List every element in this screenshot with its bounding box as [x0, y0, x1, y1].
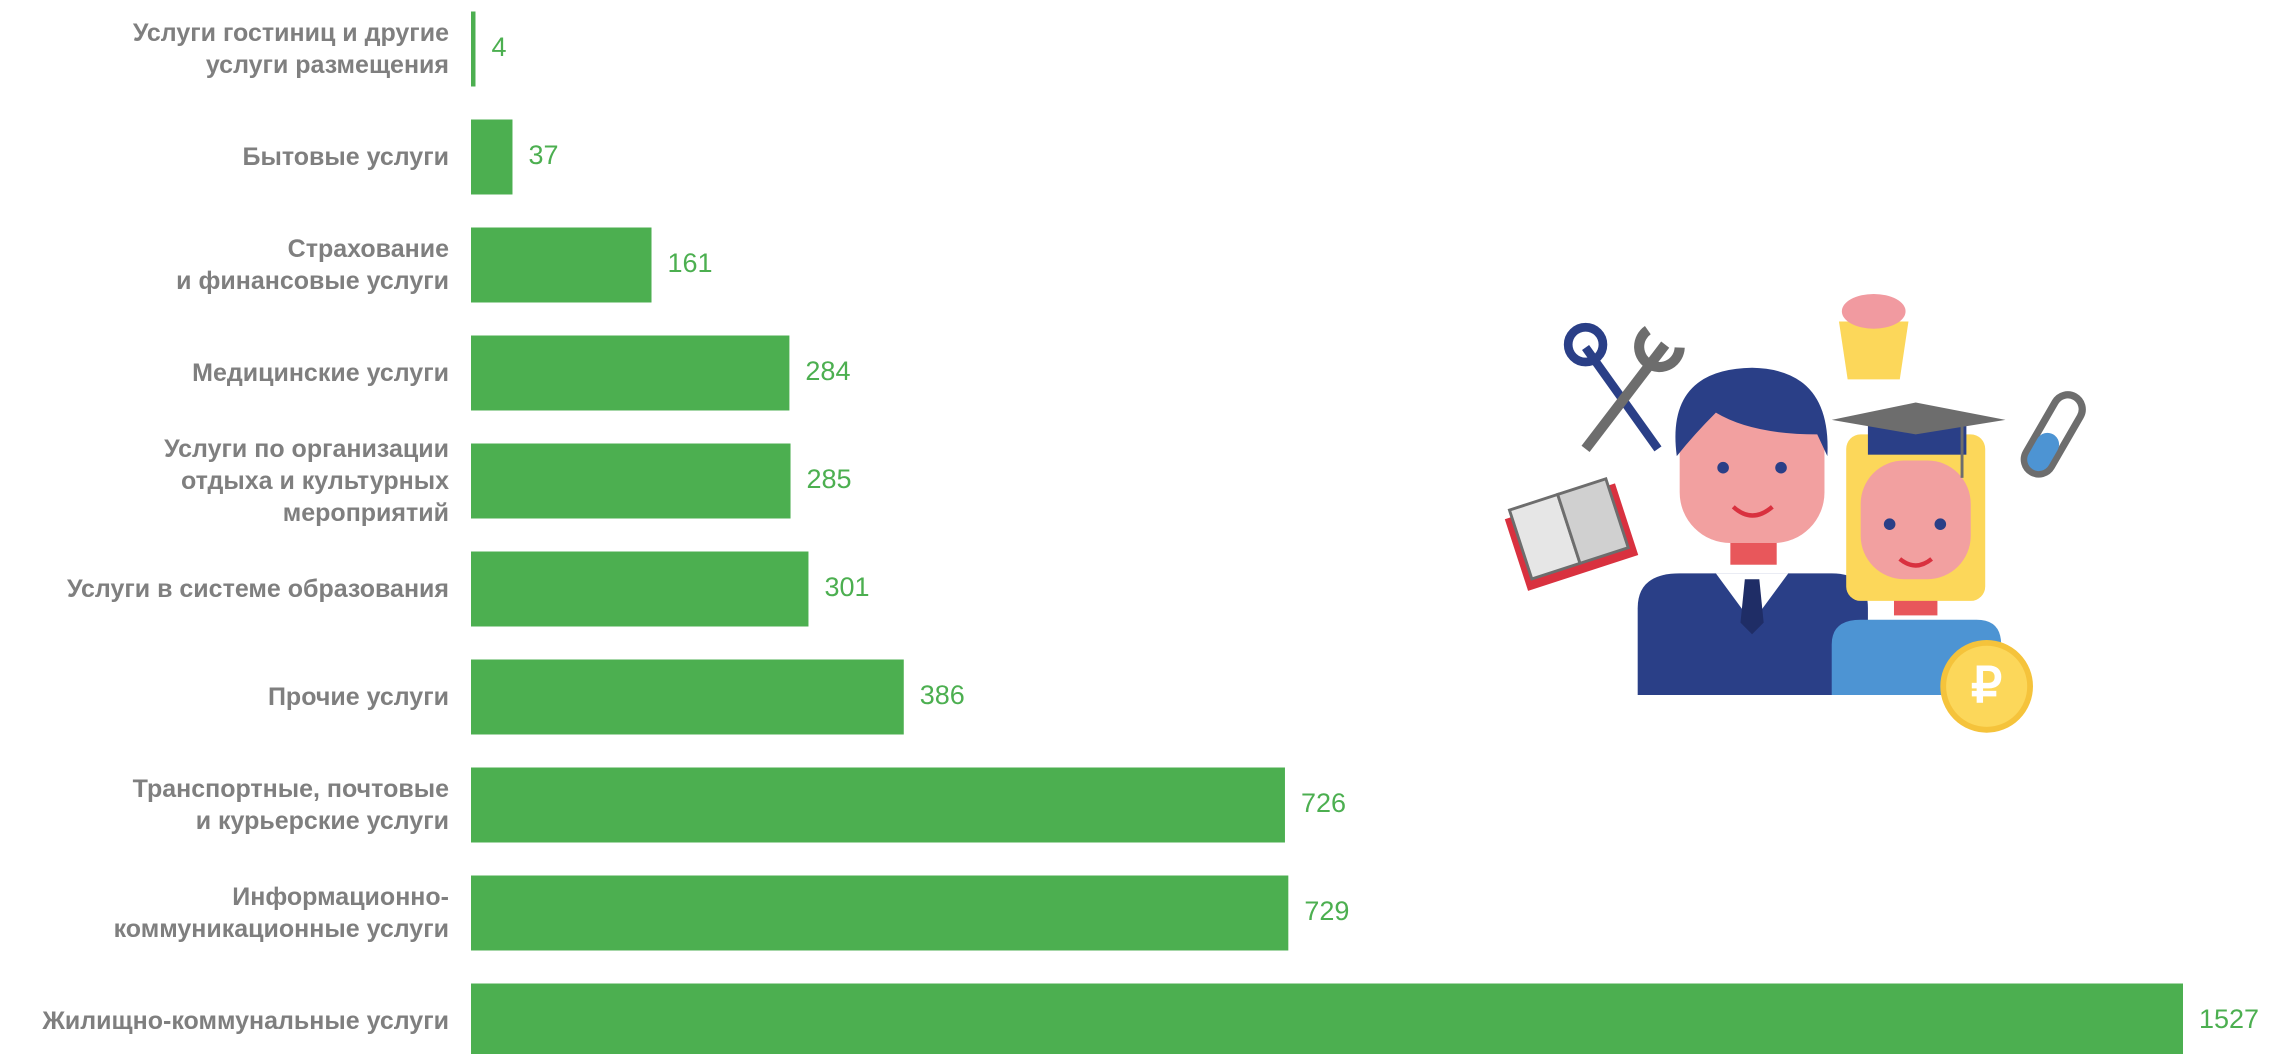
cap-top [1831, 402, 2006, 435]
value-label: 726 [1301, 788, 1346, 818]
category-label: Транспортные, почтовые и курьерские услу… [132, 775, 449, 835]
category-label: Бытовые услуги [242, 143, 450, 171]
value-label: 161 [668, 248, 713, 278]
value-label: 285 [807, 464, 852, 494]
value-label: 1527 [2199, 1004, 2259, 1034]
man-eye [1717, 461, 1729, 474]
category-label: Услуги гостиниц и другие услуги размещен… [132, 19, 449, 79]
test-tube [2020, 391, 2086, 478]
cupcake-cup [1838, 321, 1909, 380]
value-label: 729 [1304, 896, 1349, 926]
woman-face [1860, 460, 1971, 580]
value-label: 284 [805, 356, 850, 386]
coin [1940, 640, 2033, 733]
man-tie [1740, 579, 1764, 635]
category-label: Информационно- коммуникационные услуги [113, 883, 449, 943]
bar [471, 11, 476, 87]
woman-smile [1898, 557, 1934, 568]
category-label: Жилищно-коммунальные услуги [42, 1007, 449, 1035]
category-label: Услуги в системе образования [67, 575, 449, 603]
bar [471, 551, 809, 627]
illustration: ₽ [1504, 293, 2086, 733]
category-label: Медицинские услуги [192, 359, 449, 387]
value-label: 37 [528, 140, 558, 170]
woman-eye [1934, 518, 1947, 530]
book [1504, 476, 1639, 591]
value-label: 4 [491, 32, 506, 62]
man-body [1637, 573, 1868, 696]
man-eye [1775, 461, 1787, 474]
value-label: 386 [920, 680, 965, 710]
category-label: Страхование и финансовые услуги [176, 235, 449, 295]
woman-eye [1883, 518, 1896, 530]
category-label: Услуги по организации отдыха и культурны… [164, 435, 449, 527]
category-label: Прочие услуги [267, 683, 449, 711]
value-label: 301 [824, 572, 869, 602]
bar [471, 227, 652, 303]
cupcake-cream [1841, 293, 1906, 329]
bar [471, 119, 513, 195]
bars: 4 37 161 284 285 301 386 726 729 1527 [471, 11, 2259, 1054]
bar [471, 443, 791, 519]
bar [471, 335, 790, 411]
bar [471, 875, 1289, 951]
bar [471, 767, 1285, 843]
coin-symbol: ₽ [1971, 658, 2002, 713]
bar [471, 659, 904, 735]
man-hair [1675, 367, 1828, 457]
screwdriver-ring [1563, 322, 1608, 367]
wrench-head [1634, 325, 1685, 373]
man-smile [1731, 505, 1774, 518]
bar [471, 983, 2183, 1054]
